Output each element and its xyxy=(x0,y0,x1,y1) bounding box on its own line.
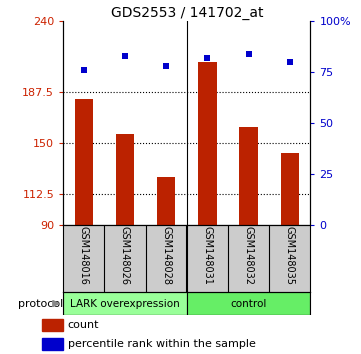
Bar xyxy=(239,127,258,225)
Point xyxy=(163,63,169,69)
Text: LARK overexpression: LARK overexpression xyxy=(70,298,180,309)
Bar xyxy=(157,177,175,225)
Text: GSM148016: GSM148016 xyxy=(79,226,89,285)
Bar xyxy=(198,62,217,225)
Bar xyxy=(187,292,310,315)
Bar xyxy=(116,134,134,225)
Bar xyxy=(74,99,93,225)
Bar xyxy=(280,153,299,225)
Text: GSM148026: GSM148026 xyxy=(120,226,130,285)
Point xyxy=(81,67,87,73)
Point xyxy=(287,59,293,65)
Text: GSM148028: GSM148028 xyxy=(161,226,171,285)
Text: GSM148031: GSM148031 xyxy=(203,226,212,285)
Bar xyxy=(63,292,187,315)
Text: percentile rank within the sample: percentile rank within the sample xyxy=(68,339,256,349)
Bar xyxy=(42,319,63,331)
Title: GDS2553 / 141702_at: GDS2553 / 141702_at xyxy=(110,6,263,20)
Text: control: control xyxy=(230,298,267,309)
Text: count: count xyxy=(68,320,99,330)
Bar xyxy=(42,338,63,350)
Text: protocol: protocol xyxy=(18,298,63,309)
Point xyxy=(246,51,252,57)
Point xyxy=(205,55,210,61)
Text: GSM148032: GSM148032 xyxy=(244,226,254,285)
Text: GSM148035: GSM148035 xyxy=(285,226,295,285)
Point xyxy=(122,53,128,59)
